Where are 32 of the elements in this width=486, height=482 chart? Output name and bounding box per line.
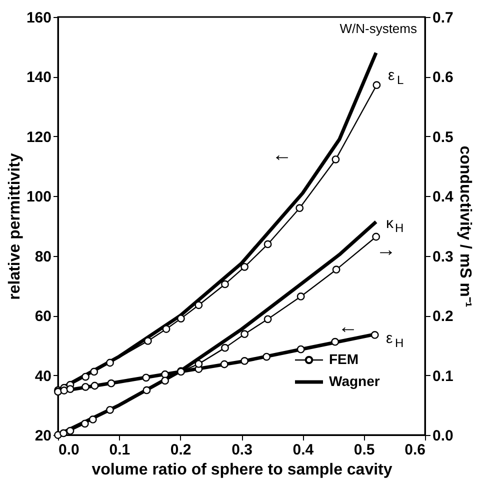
y-tick-label: 160 xyxy=(26,10,52,26)
y2-tick-label: 0.0 xyxy=(432,428,454,444)
x-axis-title: volume ratio of sphere to sample cavity xyxy=(92,462,392,478)
y-tick-label: 100 xyxy=(26,188,52,206)
x-tick-label: 0.4 xyxy=(292,442,314,458)
y2-tick-label: 0.4 xyxy=(432,188,454,206)
y2-tick-label: 0.1 xyxy=(432,368,454,385)
annotation: → xyxy=(376,239,396,261)
x-tick-label: 0.6 xyxy=(404,442,426,458)
x-tick-label: 0.3 xyxy=(232,442,252,458)
y-tick-label: 140 xyxy=(26,69,52,86)
y2-tick-label: 0.7 xyxy=(432,10,454,26)
y2-tick-label: 0.2 xyxy=(432,308,454,326)
y-tick-label: 20 xyxy=(34,428,52,444)
y-tick-label: 60 xyxy=(34,308,52,326)
legend-label: Wagner xyxy=(329,373,380,389)
x-tick-label: 0.2 xyxy=(170,442,192,458)
y2-tick-label: 0.3 xyxy=(432,248,454,266)
y-tick-label: 120 xyxy=(26,128,52,146)
annotation: ← xyxy=(272,144,292,166)
x-tick-label: 0.0 xyxy=(58,442,80,458)
y-axis-title: relative permittivity xyxy=(6,153,24,300)
y2-tick-label: 0.5 xyxy=(432,128,454,146)
x-tick-label: 0.1 xyxy=(109,442,130,458)
y2-tick-label: 0.6 xyxy=(432,69,454,86)
legend-label: FEM xyxy=(329,351,359,367)
y2-axis-title: conductivity / mS m⁻¹ xyxy=(456,146,474,308)
annotation: ← xyxy=(338,316,358,338)
y-tick-label: 80 xyxy=(34,248,52,266)
x-tick-label: 0.5 xyxy=(354,442,375,458)
y-tick-label: 40 xyxy=(34,368,52,385)
annotation: W/N-systems xyxy=(340,21,418,36)
